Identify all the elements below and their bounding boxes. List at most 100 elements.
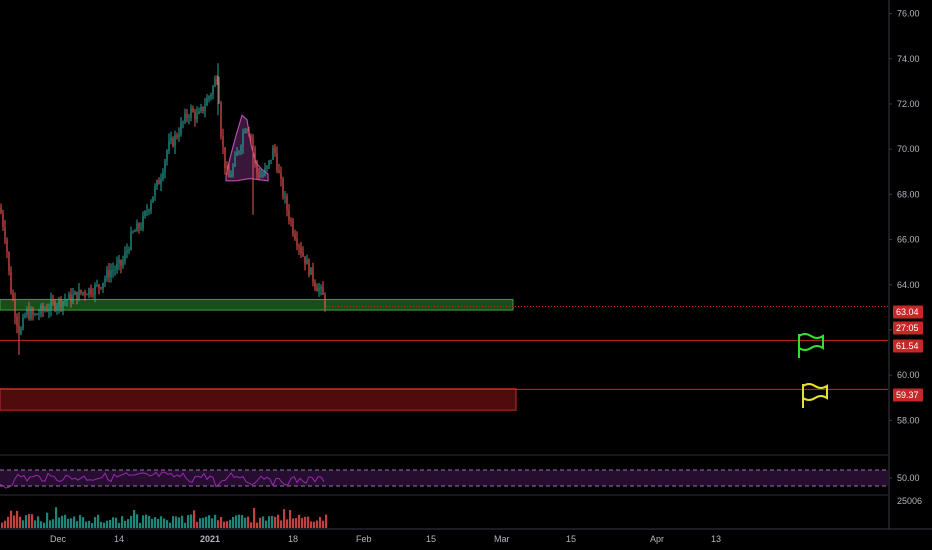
candle-body (96, 284, 98, 286)
candle-body (46, 309, 48, 312)
volume-bar (43, 522, 46, 528)
x-tick-label: Mar (494, 534, 510, 544)
volume-bar (304, 516, 307, 528)
volume-bar (67, 518, 70, 528)
y-tick-label: 74.00 (897, 54, 920, 64)
candle-body (296, 239, 298, 246)
candle-body (188, 117, 190, 118)
price-axis-bg (889, 0, 932, 550)
candle-body (324, 294, 326, 308)
candle-body (320, 286, 322, 289)
candle-body (242, 132, 244, 147)
candle-body (28, 309, 30, 319)
volume-bar (199, 518, 202, 528)
y-tick-label: 68.00 (897, 189, 920, 199)
candle-body (54, 301, 56, 310)
candle-body (52, 299, 54, 302)
x-tick-label: 13 (711, 534, 721, 544)
candle-body (178, 134, 180, 137)
volume-bar (34, 520, 37, 528)
rsi-band-fill (0, 470, 888, 486)
volume-bar (181, 515, 184, 528)
candle-body (308, 259, 310, 275)
candle-body (228, 168, 230, 178)
candle-body (204, 105, 206, 111)
resistance-zone (0, 388, 517, 411)
candle-body (222, 136, 224, 148)
candle-body (282, 179, 284, 197)
volume-bar (133, 510, 136, 528)
candle-body (84, 292, 86, 295)
volume-bar (22, 520, 25, 528)
candle-body (64, 300, 66, 302)
volume-bar (37, 516, 40, 528)
volume-bar (226, 521, 229, 528)
candle-body (190, 108, 192, 118)
candle-body (140, 228, 142, 229)
candle-body (176, 135, 178, 137)
volume-bar (58, 517, 61, 528)
price-tag-label: 27:05 (896, 323, 919, 333)
candle-body (120, 260, 122, 266)
volume-bar (154, 517, 157, 528)
volume-bar (310, 521, 313, 528)
volume-bar (202, 517, 205, 528)
candle-body (272, 147, 274, 160)
candle-body (316, 287, 318, 292)
volume-bar (115, 517, 118, 528)
candle-body (70, 293, 72, 303)
volume-bar (322, 520, 325, 528)
candle-body (4, 226, 6, 240)
candle-body (134, 231, 136, 233)
volume-bar (277, 514, 280, 528)
candle-body (294, 233, 296, 240)
volume-bar (274, 516, 277, 528)
candle-body (322, 286, 324, 295)
candle-body (318, 288, 320, 292)
y-tick-label: 64.00 (897, 280, 920, 290)
volume-bar (16, 510, 19, 528)
candle-body (162, 172, 164, 180)
candle-body (170, 137, 172, 141)
candle-body (12, 293, 14, 300)
candle-body (218, 81, 220, 104)
candle-body (50, 299, 52, 310)
x-tick-label: Dec (50, 534, 67, 544)
candle-body (250, 135, 252, 139)
volume-bar (1, 522, 4, 528)
candle-body (98, 284, 100, 288)
volume-bar (19, 516, 22, 528)
candle-body (100, 287, 102, 289)
candle-body (264, 168, 266, 175)
candle-body (258, 172, 260, 178)
volume-bar (151, 518, 154, 528)
candle-body (164, 160, 166, 173)
candle-body (184, 113, 186, 122)
candle-body (274, 147, 276, 153)
volume-bar (232, 516, 235, 528)
x-tick-label: Apr (650, 534, 664, 544)
volume-bar (307, 516, 310, 528)
price-tag-label: 63.04 (896, 307, 919, 317)
volume-tick-label: 25006 (897, 496, 922, 506)
candle-body (86, 294, 88, 296)
volume-bar (166, 520, 169, 528)
volume-bar (52, 519, 55, 528)
volume-bar (148, 515, 151, 528)
candle-body (30, 309, 32, 319)
volume-bar (256, 522, 259, 528)
x-tick-label: 18 (288, 534, 298, 544)
volume-bar (88, 520, 91, 528)
volume-bar (130, 515, 133, 528)
candle-body (2, 213, 4, 227)
candle-body (230, 175, 232, 178)
candle-body (192, 108, 194, 112)
candle-body (180, 122, 182, 135)
volume-bar (247, 516, 250, 528)
candle-body (94, 285, 96, 295)
volume-bar (64, 514, 67, 528)
candle-body (92, 294, 94, 295)
volume-bar (265, 520, 268, 528)
candle-body (200, 106, 202, 112)
